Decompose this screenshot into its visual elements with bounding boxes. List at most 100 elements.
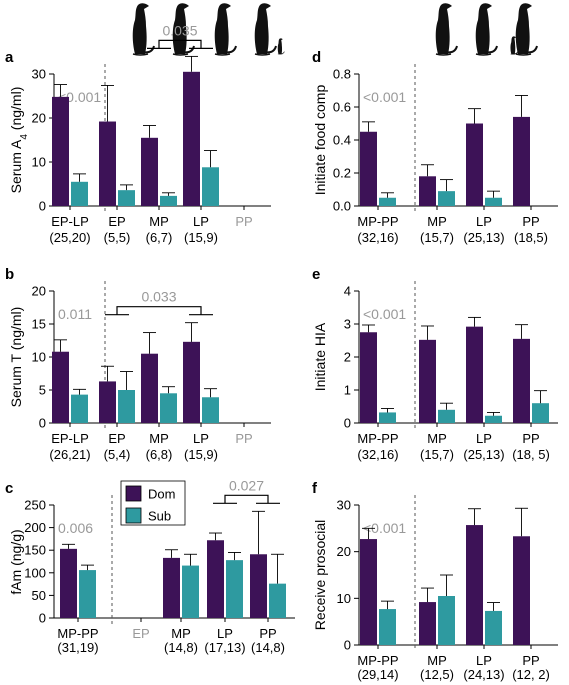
y-tick-label: 0 [39, 199, 46, 214]
y-tick-label: 10 [32, 350, 46, 365]
x-category-label: MP [427, 431, 447, 446]
pooled-p-value: 0.006 [58, 520, 93, 536]
y-tick-label: 10 [32, 155, 46, 170]
x-category-label: MP-PP [357, 431, 398, 446]
bar-sub [532, 403, 549, 423]
legend-label-sub: Sub [148, 509, 171, 524]
panel-letter: a [5, 49, 14, 66]
meerkat-body [515, 3, 532, 55]
y-tick-label: 0.0 [333, 199, 351, 214]
y-axis-label: Serum A4 (ng/ml) [8, 87, 30, 194]
meerkat-tail [263, 45, 277, 54]
bar-sub [485, 197, 502, 206]
x-sample-size-label: (14,8) [164, 640, 198, 655]
x-sample-size-label: (25,13) [463, 230, 504, 245]
y-tick-label: 100 [24, 565, 46, 580]
bar-dom [466, 123, 483, 206]
meerkat-tail [141, 45, 155, 54]
x-category-label: LP [193, 214, 209, 229]
meerkat-tail [181, 45, 195, 54]
pooled-p-value: <0.001 [363, 520, 406, 536]
y-tick-label: 0.6 [333, 100, 351, 115]
x-sample-size-label: (15,9) [184, 230, 218, 245]
x-category-label: LP [476, 653, 492, 668]
bracket-p-value: 0.033 [141, 289, 176, 305]
y-axis-label: Initiate HIA [312, 322, 328, 391]
x-sample-size-label: (15,7) [420, 447, 454, 462]
meerkat-ground [435, 53, 452, 56]
bar-sub [379, 609, 396, 645]
meerkat-tail [223, 45, 237, 54]
bar-sub [438, 191, 455, 206]
bar-sub [79, 570, 96, 618]
x-category-label: PP [235, 431, 252, 446]
panel-c: c fAm (ng/g) 0 50 100 150 200 250 0.006 MP-PP(31,… [5, 477, 295, 655]
bar-sub [269, 583, 286, 618]
bar-sub [71, 394, 88, 423]
y-axis-label: fAm (ng/g) [8, 529, 24, 594]
meerkat-tail [444, 45, 458, 54]
y-tick-label: 0 [344, 638, 351, 653]
x-category-label: EP-LP [51, 431, 89, 446]
y-tick-label: 50 [32, 588, 46, 603]
bar-dom [207, 540, 224, 618]
bar-sub [160, 393, 177, 423]
bar-dom [466, 326, 483, 423]
x-category-label: PP [259, 626, 276, 641]
meerkat-body [510, 36, 517, 54]
meerkat-tail [524, 45, 538, 54]
x-category-label: MP [149, 431, 169, 446]
y-tick-label: 250 [24, 498, 46, 513]
panel-letter: c [5, 480, 13, 497]
x-category-label: PP [522, 431, 539, 446]
meerkat-ground [214, 53, 231, 56]
y-tick-label: 20 [337, 544, 351, 559]
y-tick-label: 20 [32, 111, 46, 126]
meerkat-icon-row-left [132, 3, 285, 56]
panel-b: b Serum T (ng/ml) 0 5 10 15 20 0.011 EP-LP(26,21… [5, 266, 271, 462]
x-category-label: EP-LP [51, 214, 89, 229]
bar-dom [360, 539, 377, 645]
y-tick-label: 0 [39, 611, 46, 626]
x-category-label: MP-PP [357, 214, 398, 229]
y-tick-label: 150 [24, 543, 46, 558]
x-sample-size-label: (32,16) [357, 447, 398, 462]
x-category-label: PP [522, 653, 539, 668]
x-sample-size-label: (5,4) [104, 447, 131, 462]
bar-sub [182, 565, 199, 618]
bar-dom [141, 137, 158, 206]
bar-sub [379, 412, 396, 423]
meerkat-icon [214, 3, 237, 56]
x-category-label: LP [476, 214, 492, 229]
meerkat-ground [172, 53, 189, 56]
panel-letter: f [312, 480, 318, 497]
y-tick-label: 4 [344, 284, 351, 299]
bar-sub [118, 390, 135, 423]
meerkat-icon [172, 3, 195, 56]
meerkat-icon [435, 3, 458, 56]
meerkat-icon [132, 3, 155, 56]
meerkat-tail [484, 45, 498, 54]
legend: Dom Sub [120, 480, 186, 526]
y-tick-label: 200 [24, 520, 46, 535]
bar-dom [513, 536, 530, 645]
x-category-label: LP [217, 626, 233, 641]
bar-dom [419, 176, 436, 206]
meerkat-icon-row-right [435, 3, 538, 56]
bar-sub [202, 167, 219, 206]
panel-d: d Initiate food comp 0.0 0.2 0.4 0.6 0.8 <0.001… [312, 49, 558, 245]
pooled-p-value: 0.011 [58, 306, 92, 322]
y-axis-label: Serum T (ng/ml) [8, 307, 24, 408]
y-tick-label: 20 [32, 284, 46, 299]
bar-sub [118, 190, 135, 206]
bar-sub [379, 197, 396, 206]
x-sample-size-label: (18,5) [514, 230, 548, 245]
bar-sub [71, 181, 88, 206]
y-tick-label: 30 [337, 498, 351, 513]
bar-dom [360, 131, 377, 206]
meerkat-body [132, 3, 149, 55]
y-axis-label: Receive prosocial [312, 520, 328, 631]
meerkat-body [214, 3, 231, 55]
panel-letter: d [312, 49, 321, 66]
